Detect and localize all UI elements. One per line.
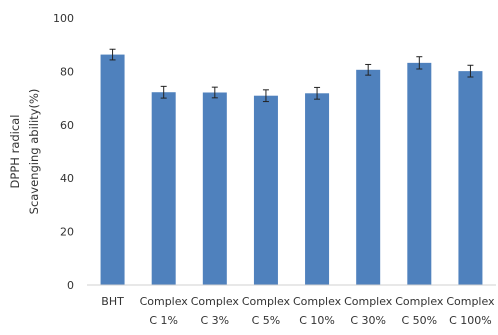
x-tick-label: BHT (101, 295, 124, 308)
x-tick-label: Complex (140, 295, 189, 308)
y-tick-label: 60 (60, 119, 74, 132)
x-tick-label: C 1% (149, 314, 178, 327)
error-bars (109, 48, 474, 103)
x-tick-label: Complex (191, 295, 240, 308)
y-tick-label: 0 (67, 279, 74, 292)
bar (253, 95, 278, 286)
bar (202, 92, 227, 285)
y-axis-title-line: Scavenging ability(%) (27, 89, 41, 215)
x-tick-label: C 10% (299, 314, 335, 327)
y-axis-title-line: DPPH radical (8, 115, 22, 189)
y-axis-title: DPPH radical Scavenging ability(%) (8, 89, 41, 215)
y-tick-label: 20 (60, 226, 74, 239)
x-tick-label: Complex (446, 295, 495, 308)
bar (100, 54, 125, 286)
bar (407, 62, 432, 285)
bar (458, 71, 483, 286)
x-tick-label: Complex (293, 295, 342, 308)
x-tick-label: Complex (395, 295, 444, 308)
bar (151, 92, 176, 285)
y-tick-label: 100 (53, 12, 74, 25)
y-tick-label: 40 (60, 172, 74, 185)
x-tick-label: C 30% (350, 314, 386, 327)
y-axis: 0 20 40 60 80 100 (53, 12, 74, 292)
bar (356, 69, 381, 285)
bars (100, 54, 483, 286)
x-axis: BHT Complex C 1% Complex C 3% Complex C 5% Comp… (87, 284, 496, 327)
x-tick-label: C 50% (401, 314, 437, 327)
x-tick-label: C 3% (200, 314, 229, 327)
x-tick-label: C 5% (252, 314, 281, 327)
y-tick-label: 80 (60, 65, 74, 78)
x-tick-label: Complex (344, 295, 393, 308)
x-tick-label: C 100% (449, 314, 492, 327)
x-tick-label: Complex (242, 295, 291, 308)
bar (305, 93, 330, 285)
